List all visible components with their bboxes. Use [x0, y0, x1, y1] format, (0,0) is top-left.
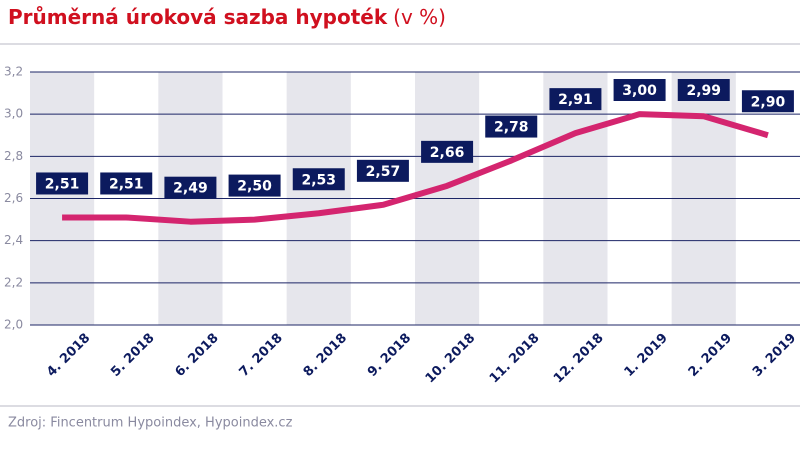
value-label: 2,78: [494, 120, 529, 136]
y-tick-label: 2,2: [4, 275, 23, 289]
x-tick-label: 3. 2019: [750, 331, 799, 380]
value-label: 2,49: [173, 181, 208, 197]
value-label: 2,66: [430, 145, 465, 161]
value-label-box: [164, 176, 217, 199]
y-tick-label: 2,6: [4, 191, 23, 205]
x-tick-label: 7. 2018: [237, 331, 286, 380]
value-label-box: [741, 90, 794, 113]
x-tick-label: 5. 2018: [108, 331, 157, 380]
value-label-box: [421, 140, 474, 163]
value-label-box: [100, 172, 153, 195]
y-tick-label: 2,4: [4, 233, 23, 247]
x-tick-label: 12. 2018: [551, 331, 607, 387]
value-label: 2,99: [686, 83, 721, 99]
value-label: 2,57: [366, 164, 401, 180]
line: [62, 111, 769, 225]
y-tick-label: 2,8: [4, 149, 23, 163]
y-tick-label: 3,2: [4, 65, 23, 79]
x-tick-label: 11. 2018: [487, 331, 543, 387]
x-tick-label: 4. 2018: [44, 331, 93, 380]
value-label: 2,51: [109, 176, 144, 192]
value-label-box: [36, 172, 89, 195]
x-tick-label: 2. 2019: [686, 331, 735, 380]
y-tick-label: 3,0: [4, 107, 23, 121]
value-label-box: [677, 79, 730, 101]
value-label: 2,90: [751, 94, 786, 110]
plot-area: 2,0 2,2 2,4 2,6 2,8 3,0 3,2 2,51 4. 2018 2,51 5. 2…: [4, 65, 800, 387]
x-tick-label: 1. 2019: [622, 331, 671, 380]
value-label: 3,00: [622, 83, 657, 99]
x-tick-label: 9. 2018: [365, 331, 414, 380]
x-tick-label: 10. 2018: [423, 331, 479, 387]
y-tick-label: 2,0: [4, 318, 23, 332]
chart-title: Průměrná úroková sazba hypoték (v %): [8, 5, 446, 29]
x-tick-label: 8. 2018: [301, 331, 350, 380]
value-label: 2,51: [45, 176, 80, 192]
value-label-box: [356, 159, 409, 182]
value-label-box: [613, 79, 666, 101]
title-main: Průměrná úroková sazba hypoték: [8, 5, 388, 29]
source: Zdroj: Fincentrum Hypoindex, Hypoindex.c…: [8, 416, 293, 431]
value-label: 2,53: [301, 172, 336, 188]
value-label: 2,91: [558, 92, 593, 108]
value-label: 2,50: [237, 179, 272, 195]
title-unit: (v %): [393, 5, 446, 29]
value-label-box: [228, 174, 281, 197]
value-label-box: [549, 88, 602, 111]
value-label-box: [485, 115, 538, 138]
value-label-box: [292, 168, 345, 191]
x-tick-label: 6. 2018: [172, 331, 221, 380]
